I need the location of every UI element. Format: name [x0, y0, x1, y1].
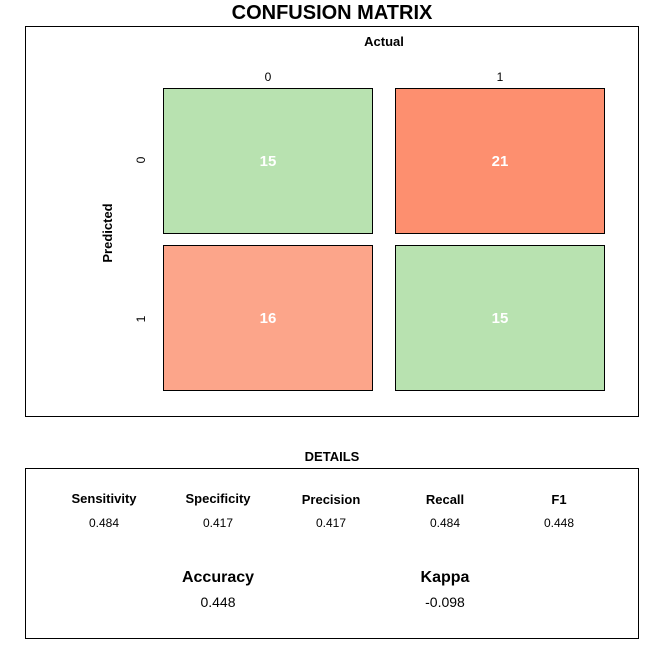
metric-value-sensitivity: 0.484 — [88, 516, 120, 530]
metric-label-precision: Precision — [301, 492, 361, 507]
details-panel — [25, 468, 639, 639]
cell-value-label: 15 — [259, 152, 277, 170]
accuracy-value: 0.448 — [200, 594, 236, 610]
matrix-cell: 15 — [163, 88, 373, 234]
y-axis-title: Predicted — [100, 203, 115, 263]
metric-value-recall: 0.484 — [429, 516, 461, 530]
metric-label-recall: Recall — [425, 492, 465, 507]
metric-value-f1: 0.448 — [543, 516, 575, 530]
kappa-value: -0.098 — [425, 594, 465, 610]
chart-title: CONFUSION MATRIX — [231, 2, 433, 24]
metric-label-f1: F1 — [551, 492, 567, 507]
metric-label-sensitivity: Sensitivity — [71, 491, 137, 506]
metric-value-precision: 0.417 — [315, 516, 347, 530]
matrix-cell: 15 — [395, 245, 605, 391]
y-tick-label: 1 — [134, 315, 148, 323]
x-tick-label: 0 — [264, 70, 272, 84]
x-tick-label: 1 — [496, 70, 504, 84]
details-title: DETAILS — [304, 449, 360, 464]
y-tick-label: 0 — [134, 156, 148, 164]
matrix-cell: 21 — [395, 88, 605, 234]
metric-label-specificity: Specificity — [185, 491, 251, 506]
matrix-cell: 16 — [163, 245, 373, 391]
metric-value-specificity: 0.417 — [202, 516, 234, 530]
cell-value-label: 16 — [259, 309, 277, 327]
x-axis-title: Actual — [364, 34, 404, 49]
cell-value-label: 15 — [491, 309, 509, 327]
cell-value-label: 21 — [491, 152, 509, 170]
accuracy-label: Accuracy — [181, 569, 255, 586]
kappa-label: Kappa — [420, 569, 470, 586]
